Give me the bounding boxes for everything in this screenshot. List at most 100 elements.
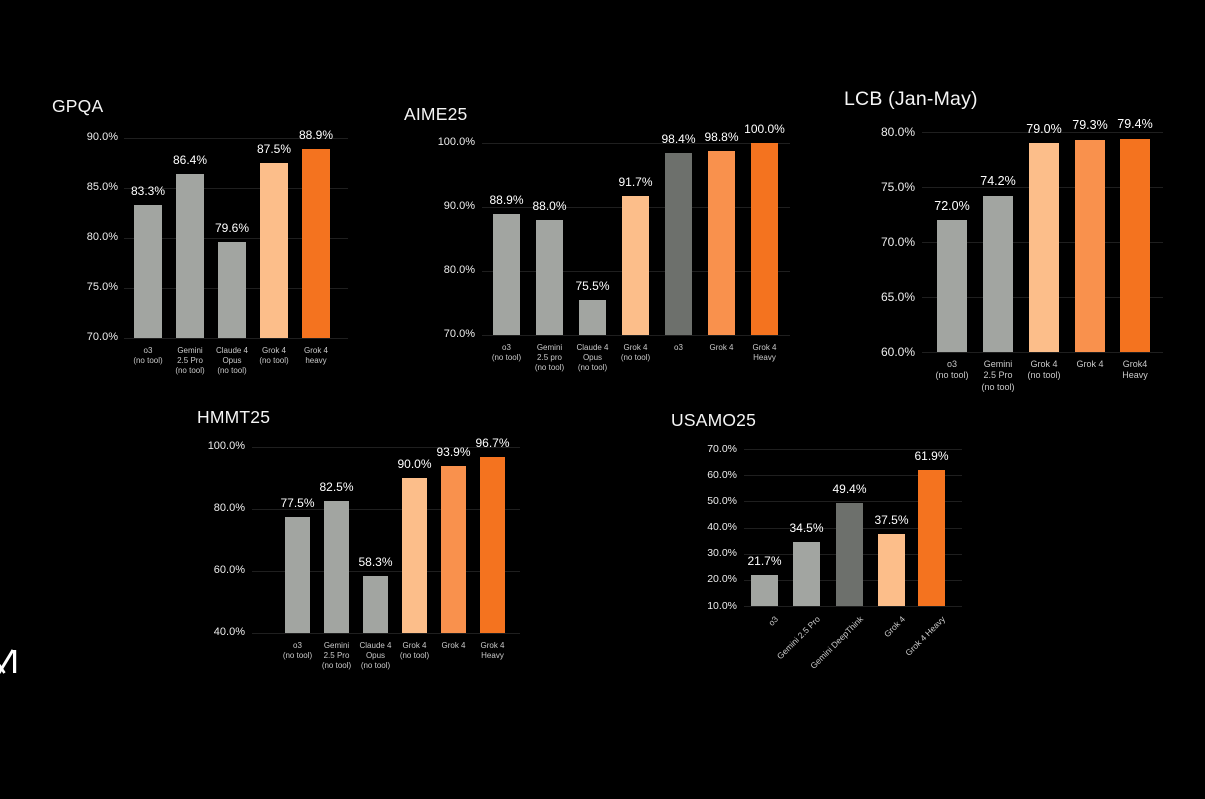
y-tick-label: 70.0%	[707, 442, 737, 455]
grid-line	[252, 509, 520, 510]
bar	[1075, 139, 1105, 352]
bar-value-label: 72.0%	[934, 198, 970, 213]
x-category-label: Grok 4 Heavy	[480, 641, 505, 660]
bar	[134, 205, 162, 338]
bar-value-label: 91.7%	[618, 175, 653, 190]
bar	[878, 534, 905, 606]
bar	[665, 153, 692, 335]
grid-line	[744, 606, 962, 607]
bar-value-label: 88.9%	[298, 128, 334, 142]
x-category-label: Gemini 2.5 Pro (no tool)	[981, 359, 1015, 392]
x-category-label: Grok 4 heavy	[303, 346, 328, 365]
y-tick-label: 70.0%	[880, 234, 915, 249]
x-category-label: Grok 4	[441, 641, 466, 650]
y-tick-label: 90.0%	[86, 131, 118, 144]
bar-value-label: 93.9%	[436, 444, 471, 459]
grid-line	[252, 633, 520, 634]
y-tick-label: 40.0%	[707, 521, 737, 533]
grid-line	[744, 449, 962, 450]
chart-title-lcb: LCB (Jan-May)	[844, 88, 978, 110]
grid-line	[252, 571, 520, 572]
y-tick-label: 20.0%	[707, 573, 737, 586]
bar-value-label: 61.9%	[914, 449, 949, 464]
chart-title-usamo25: USAMO25	[671, 410, 757, 430]
grid-line	[922, 132, 1163, 133]
bar	[324, 501, 349, 634]
x-category-label: Gemini 2.5 Pro (no tool)	[175, 346, 205, 375]
x-category-label: o3 (no tool)	[935, 359, 969, 381]
bar	[579, 299, 606, 335]
chart-title-gpqa: GPQA	[52, 96, 104, 116]
x-category-label: o3	[674, 343, 683, 352]
x-category-label: Grok 4	[881, 614, 907, 640]
bar-value-label: 58.3%	[358, 555, 393, 570]
bar-value-label: 98.8%	[704, 129, 739, 144]
x-category-label: o3 (no tool)	[282, 641, 313, 660]
bar-value-label: 82.5%	[319, 480, 354, 495]
x-category-label: Gemini 2.5 pro (no tool)	[534, 343, 565, 372]
x-category-label: Gemini 2.5 Pro (no tool)	[321, 641, 352, 670]
bar-value-label: 79.0%	[1026, 121, 1062, 136]
bar	[1120, 138, 1150, 352]
grid-line	[744, 501, 962, 503]
grid-line	[252, 447, 520, 448]
bar	[536, 219, 563, 335]
grid-line	[482, 143, 790, 144]
x-category-label: Grok 4 Heavy	[752, 343, 777, 362]
grid-line	[124, 338, 348, 339]
y-tick-label: 80.0%	[213, 502, 245, 515]
bar	[918, 470, 945, 606]
bar-value-label: 21.7%	[747, 554, 782, 569]
y-tick-label: 80.0%	[880, 124, 915, 139]
x-category-label: Grok 4 Heavy	[902, 614, 947, 658]
bar	[176, 174, 204, 338]
bar	[1029, 143, 1059, 352]
bar	[983, 195, 1013, 352]
y-tick-label: 60.0%	[880, 344, 915, 359]
bar-value-label: 98.4%	[661, 132, 696, 147]
y-tick-label: 80.0%	[443, 264, 475, 277]
y-tick-label: 100.0%	[437, 136, 475, 149]
y-tick-label: 90.0%	[443, 200, 475, 213]
bar-value-label: 87.5%	[256, 142, 292, 156]
bar	[363, 576, 388, 633]
x-category-label: Grok 4 (no tool)	[399, 641, 430, 660]
grid-line	[482, 335, 790, 336]
grid-line	[124, 238, 348, 239]
bar-value-label: 86.4%	[172, 153, 208, 167]
x-category-label: Grok 4 (no tool)	[620, 343, 651, 362]
bar-value-label: 34.5%	[789, 520, 824, 535]
y-tick-label: 75.0%	[86, 281, 118, 294]
x-category-label: Grok4 Heavy	[1122, 359, 1148, 381]
x-category-label: o3	[765, 614, 780, 628]
bar	[937, 220, 967, 352]
grid-line	[922, 352, 1163, 353]
bar-value-label: 96.7%	[475, 436, 510, 451]
bar-value-label: 88.0%	[532, 198, 567, 213]
bar	[480, 457, 505, 633]
bar-value-label: 83.3%	[130, 184, 166, 198]
y-tick-label: 30.0%	[707, 547, 737, 560]
bar	[402, 478, 427, 633]
bar	[836, 502, 863, 606]
bar	[751, 575, 778, 606]
bar-value-label: 90.0%	[397, 457, 432, 471]
bar-value-label: 88.9%	[489, 193, 524, 207]
x-category-label: Gemini 2.5 Pro	[774, 614, 822, 662]
xai-logo-partial-icon	[0, 649, 17, 674]
bar	[751, 143, 778, 335]
x-category-label: Claude 4 Opus (no tool)	[576, 343, 609, 372]
bar-value-label: 79.4%	[1117, 117, 1153, 132]
y-tick-label: 100.0%	[207, 440, 245, 453]
x-category-label: Claude 4 Opus (no tool)	[359, 641, 392, 670]
y-tick-label: 75.0%	[880, 179, 915, 194]
x-category-label: o3 (no tool)	[491, 343, 522, 362]
chart-title-aime25: AIME25	[404, 104, 468, 124]
bar	[302, 149, 330, 338]
